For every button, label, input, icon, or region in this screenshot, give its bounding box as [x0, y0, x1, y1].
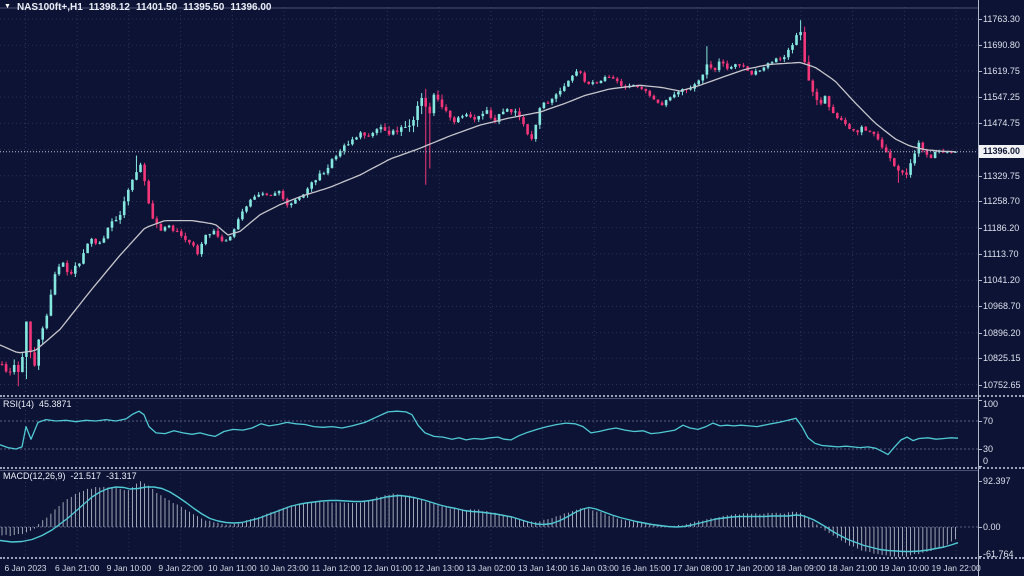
axis-tick: [978, 19, 982, 20]
axis-tick: [978, 527, 982, 528]
axis-tick: [978, 333, 982, 334]
macd-axis-label: -61.764: [983, 549, 1014, 559]
macd-indicator-chart[interactable]: [0, 470, 978, 558]
time-axis-label: 10 Jan 23:00: [259, 563, 309, 573]
macd-indicator-label: MACD(12,26,9) -21.517 -31.317: [3, 471, 137, 481]
time-axis-label: 17 Jan 20:00: [724, 563, 774, 573]
time-axis-label: 17 Jan 08:00: [673, 563, 723, 573]
macd-name: MACD(12,26,9): [3, 471, 66, 481]
axis-tick: [978, 45, 982, 46]
rsi-indicator-chart[interactable]: [0, 398, 978, 468]
rsi-indicator-label: RSI(14) 45.3871: [3, 399, 72, 409]
time-axis-label: 18 Jan 21:00: [828, 563, 878, 573]
ohlc-close-value: 11396.00: [230, 2, 272, 13]
time-axis-label: 6 Jan 2023: [4, 563, 47, 573]
time-axis-label: 12 Jan 13:00: [414, 563, 464, 573]
rsi-axis-label: 100: [983, 399, 999, 409]
axis-tick: [978, 201, 982, 202]
axis-tick: [978, 254, 982, 255]
rsi-axis-label: 70: [983, 416, 994, 426]
time-axis-label: 10 Jan 11:00: [208, 563, 257, 573]
axis-tick: [978, 556, 982, 557]
price-axis-label: 11619.75: [983, 66, 1020, 76]
axis-tick: [978, 481, 982, 482]
axis-tick: [978, 421, 982, 422]
price-axis-label: 11690.80: [983, 40, 1020, 50]
axis-tick: [978, 280, 982, 281]
symbol-dropdown-icon[interactable]: ▼: [4, 3, 11, 10]
panel-splitter-price-rsi[interactable]: [0, 395, 1024, 397]
time-axis-label: 6 Jan 21:00: [54, 563, 100, 573]
axis-tick: [978, 71, 982, 72]
axis-tick: [978, 228, 982, 229]
ohlc-high-value: 11401.50: [135, 2, 178, 13]
axis-tick: [978, 97, 982, 98]
price-axis-label: 10752.65: [983, 380, 1021, 390]
ohlc-open-value: 11398.12: [88, 2, 130, 13]
time-axis-label: 13 Jan 14:00: [517, 563, 568, 573]
rsi-axis-label: 30: [983, 444, 994, 454]
price-candlestick-chart[interactable]: [0, 7, 978, 396]
symbol-period-label: NAS100ft+,H1: [16, 2, 83, 13]
chart-title-bar: ▼ NAS100ft+,H1 11398.12 11401.50 11395.5…: [4, 2, 271, 13]
rsi-axis-label: 0: [983, 456, 989, 466]
price-axis-label: 11547.25: [983, 92, 1020, 102]
time-axis-label: 16 Jan 03:00: [569, 563, 619, 573]
axis-tick: [978, 385, 982, 386]
axis-tick: [978, 123, 982, 124]
time-axis-label: 9 Jan 22:00: [158, 563, 203, 573]
price-axis-label: 11474.75: [983, 118, 1020, 128]
current-price-tag: 11396.00: [979, 145, 1024, 158]
axis-tick: [978, 358, 982, 359]
price-axis-label: 11258.70: [983, 196, 1020, 206]
time-axis-label: 13 Jan 02:00: [466, 563, 516, 573]
time-axis-label: 18 Jan 09:00: [776, 563, 826, 573]
macd-current-value: -21.517: [70, 471, 102, 481]
time-axis-label: 16 Jan 15:00: [621, 563, 671, 573]
rsi-current-value: 45.3871: [39, 399, 72, 409]
macd-axis-label: 92.397: [983, 476, 1011, 486]
axis-tick: [978, 176, 982, 177]
price-axis-label: 10968.70: [983, 301, 1021, 311]
axis-tick: [978, 466, 982, 467]
price-axis-label: 11763.30: [983, 14, 1020, 24]
time-axis-label: 12 Jan 01:00: [362, 563, 412, 573]
price-axis-label: 10825.15: [983, 353, 1021, 363]
axis-tick: [978, 400, 982, 401]
time-axis-label: 11 Jan 12:00: [311, 563, 360, 573]
price-axis-label: 11113.70: [983, 249, 1019, 259]
time-axis-label: 9 Jan 10:00: [106, 563, 152, 573]
price-axis-label: 11041.20: [983, 275, 1020, 285]
macd-signal-current-value: -31.317: [106, 471, 137, 481]
price-axis-border: [978, 0, 979, 576]
rsi-name: RSI(14): [3, 399, 35, 409]
ohlc-low-value: 11395.50: [183, 2, 225, 13]
time-axis-label: 19 Jan 10:00: [879, 563, 929, 573]
price-axis-label: 11186.20: [983, 223, 1020, 233]
time-axis-label: 19 Jan 22:00: [931, 563, 981, 573]
panel-splitter-rsi-macd[interactable]: [0, 467, 1024, 469]
time-axis[interactable]: 6 Jan 2023 6 Jan 21:00 9 Jan 10:00 9 Jan 22…: [0, 560, 981, 576]
macd-axis-label: 0.00: [983, 522, 1001, 532]
price-axis-label: 11329.75: [983, 171, 1020, 181]
panel-splitter-macd-timebar[interactable]: [0, 557, 1024, 559]
axis-tick: [978, 449, 982, 450]
price-axis-label: 10896.20: [983, 328, 1021, 338]
axis-tick: [978, 306, 982, 307]
